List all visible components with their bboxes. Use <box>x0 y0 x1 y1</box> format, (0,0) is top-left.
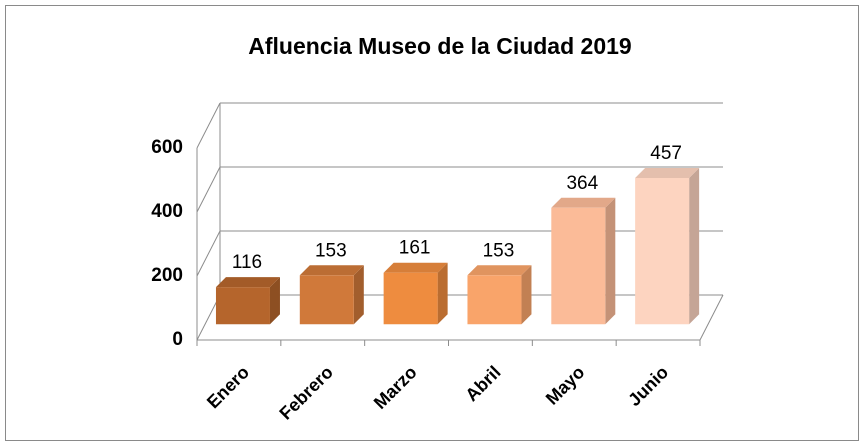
value-label: 457 <box>650 143 682 164</box>
y-tick-label: 400 <box>151 201 183 222</box>
side-grid-line <box>196 166 221 213</box>
bar <box>551 207 606 325</box>
value-label: 153 <box>315 240 347 261</box>
bar <box>299 275 354 325</box>
value-label: 116 <box>232 252 262 273</box>
y-tick-label: 0 <box>172 329 183 350</box>
bar <box>215 287 270 325</box>
bar-top <box>551 197 616 208</box>
value-label: 161 <box>399 238 431 259</box>
bar-side <box>521 265 532 325</box>
bar-side <box>605 197 616 325</box>
value-label: 153 <box>483 240 515 261</box>
bar-top <box>215 277 280 288</box>
bar-side <box>353 265 364 325</box>
bar-side <box>269 277 280 325</box>
bar <box>383 272 438 325</box>
y-tick-label: 600 <box>151 137 183 158</box>
bar-top <box>635 168 700 179</box>
floor-edge <box>699 294 724 341</box>
bar-top <box>383 262 448 273</box>
bar-side <box>437 262 448 325</box>
value-label: 364 <box>566 173 598 194</box>
chart-title: Afluencia Museo de la Ciudad 2019 <box>248 33 631 59</box>
y-tick-label: 200 <box>151 265 183 286</box>
bar <box>635 178 690 325</box>
bar-side <box>689 168 700 325</box>
side-grid-line <box>196 230 221 277</box>
bar-top <box>299 265 364 276</box>
side-grid-line <box>196 102 221 149</box>
bar <box>467 275 522 325</box>
chart-border <box>5 5 859 441</box>
bar-top <box>467 265 532 276</box>
